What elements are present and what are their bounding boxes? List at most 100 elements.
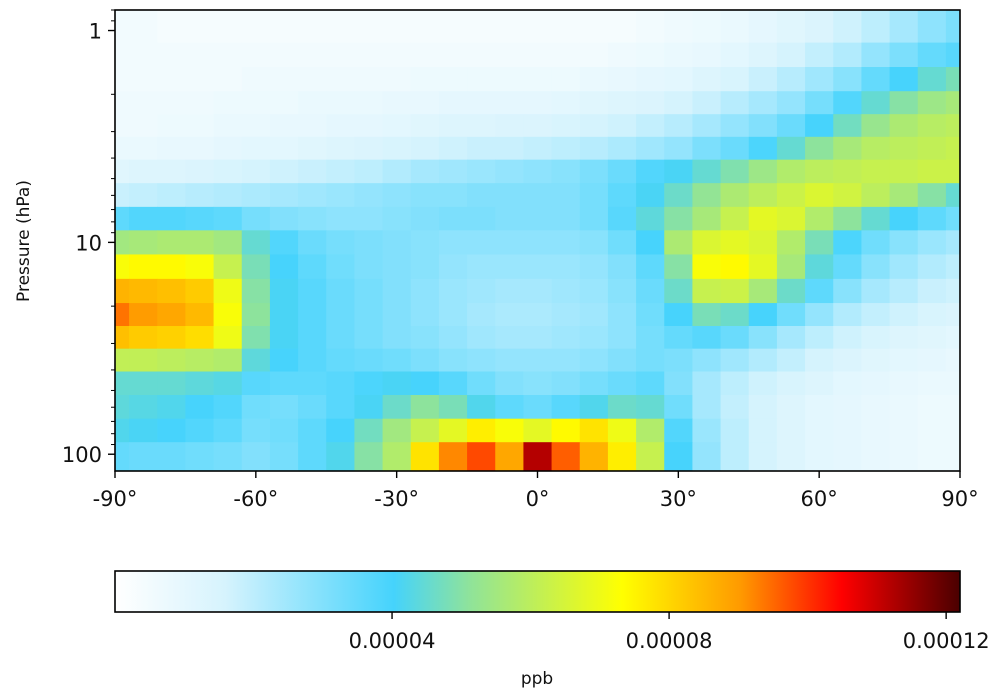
heatmap-cell — [326, 278, 355, 304]
heatmap-cell — [945, 183, 961, 208]
heatmap-cell — [833, 136, 862, 161]
heatmap-cell — [438, 418, 468, 443]
heatmap-cell — [523, 442, 553, 472]
heatmap-cell — [241, 183, 271, 208]
heatmap-cell — [664, 442, 693, 472]
heatmap-cell — [213, 418, 243, 443]
heatmap-cell — [410, 67, 440, 92]
heatmap-cell — [945, 159, 961, 184]
heatmap-cell — [382, 254, 412, 280]
heatmap-cell — [579, 136, 609, 161]
heatmap-cell — [805, 159, 834, 184]
heatmap-cell — [945, 371, 961, 396]
heatmap-cell — [523, 91, 553, 115]
heatmap-cell — [269, 114, 299, 138]
heatmap-cell — [720, 159, 750, 184]
heatmap-cell — [861, 254, 891, 280]
heatmap-cell — [720, 114, 750, 138]
heatmap-cell — [664, 418, 693, 443]
heatmap-cell — [523, 42, 553, 68]
heatmap-cell — [298, 114, 327, 138]
heatmap-cell — [776, 395, 806, 420]
heatmap-cell — [607, 442, 637, 472]
heatmap-cell — [157, 159, 186, 184]
heatmap-cell — [382, 91, 412, 115]
heatmap-cell — [185, 254, 215, 280]
heatmap-cell — [157, 206, 186, 231]
heatmap-cell — [467, 91, 496, 115]
x-tick-label: -60° — [233, 487, 278, 511]
heatmap-cell — [241, 206, 271, 231]
heatmap-cell — [551, 442, 581, 472]
heatmap-cell — [326, 326, 355, 350]
heatmap-cell — [495, 114, 524, 138]
heatmap-cell — [861, 136, 891, 161]
heatmap-cell — [269, 442, 299, 472]
heatmap-cell — [776, 303, 806, 327]
heatmap-cell — [748, 206, 778, 231]
heatmap-cell — [833, 67, 862, 92]
heatmap-cell — [748, 278, 778, 304]
heatmap-cell — [438, 254, 468, 280]
heatmap-cell — [269, 42, 299, 68]
heatmap-cell — [748, 67, 778, 92]
heatmap-cell — [185, 230, 215, 255]
heatmap-cell — [467, 254, 496, 280]
heatmap-cell — [129, 371, 158, 396]
heatmap-cell — [551, 326, 581, 350]
heatmap-cell — [889, 183, 919, 208]
heatmap-cell — [382, 10, 412, 44]
heatmap-cell — [579, 278, 609, 304]
heatmap-cell — [720, 418, 750, 443]
heatmap-cell — [410, 371, 440, 396]
heatmap-cell — [241, 395, 271, 420]
heatmap-cell — [917, 42, 947, 68]
heatmap-cell — [467, 159, 496, 184]
heatmap-cell — [579, 442, 609, 472]
heatmap-cell — [805, 183, 834, 208]
heatmap-cell — [410, 278, 440, 304]
heatmap-cell — [664, 348, 693, 373]
heatmap-cell — [917, 159, 947, 184]
x-tick-label: -90° — [93, 487, 138, 511]
heatmap-cell — [157, 91, 186, 115]
heatmap-cell — [861, 303, 891, 327]
heatmap-cell — [269, 10, 299, 44]
heatmap-cell — [636, 206, 665, 231]
x-axis: -90° -60° -30° 0° 30° 60° 90° — [93, 471, 979, 511]
heatmap-cell — [720, 442, 750, 472]
heatmap-cell — [185, 278, 215, 304]
heatmap-cell — [917, 442, 947, 472]
heatmap-cell — [213, 10, 243, 44]
heatmap-cell — [692, 371, 722, 396]
heatmap-cell — [241, 254, 271, 280]
heatmap-cell — [213, 371, 243, 396]
heatmap-cell — [354, 67, 384, 92]
heatmap-cell — [326, 418, 355, 443]
heatmap-cell — [748, 136, 778, 161]
heatmap-cell — [636, 303, 665, 327]
heatmap-cell — [382, 303, 412, 327]
heatmap-cell — [607, 91, 637, 115]
heatmap-cell — [269, 371, 299, 396]
heatmap-cell — [945, 42, 961, 68]
heatmap-cell — [467, 230, 496, 255]
heatmap-cell — [213, 42, 243, 68]
heatmap-cell — [720, 348, 750, 373]
heatmap-cell — [354, 10, 384, 44]
heatmap-cell — [833, 159, 862, 184]
heatmap-cell — [354, 183, 384, 208]
heatmap-cell — [523, 418, 553, 443]
heatmap-cell — [607, 114, 637, 138]
heatmap-cell — [776, 442, 806, 472]
heatmap-cell — [917, 91, 947, 115]
heatmap-cell — [720, 67, 750, 92]
heatmap-cell — [438, 183, 468, 208]
heatmap-cell — [664, 230, 693, 255]
heatmap-cell — [438, 206, 468, 231]
heatmap-cell — [805, 371, 834, 396]
heatmap-cell — [720, 230, 750, 255]
heatmap-cell — [861, 114, 891, 138]
heatmap-cell — [805, 136, 834, 161]
heatmap-cell — [410, 206, 440, 231]
